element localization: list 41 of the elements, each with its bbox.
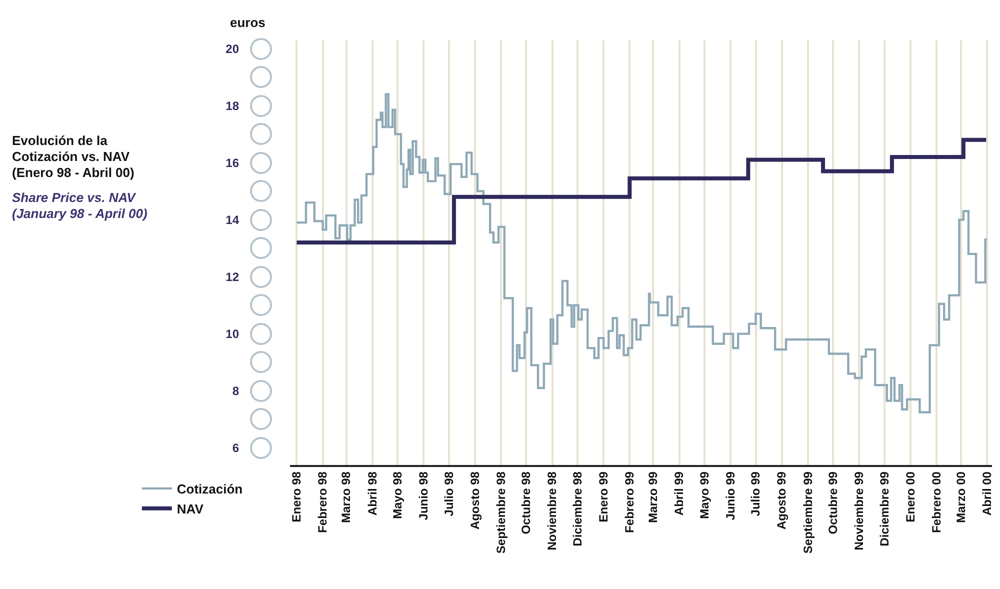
x-tick-label: Enero 00 xyxy=(903,471,918,522)
x-tick-label: Septiembre 98 xyxy=(494,471,508,554)
x-tick-label: Abril 98 xyxy=(365,471,380,516)
x-tick-label: Noviembre 99 xyxy=(852,471,866,550)
x-tick-label: Febrero 00 xyxy=(929,471,944,533)
x-tick-label: Septiembre 99 xyxy=(800,471,815,554)
x-tick-label: Julio 99 xyxy=(748,471,763,516)
x-tick-label: Marzo 98 xyxy=(339,471,354,523)
legend-label: NAV xyxy=(176,501,204,516)
x-tick-label: Diciembre 98 xyxy=(570,471,584,546)
x-tick-label: Enero 98 xyxy=(290,471,304,522)
x-tick-label: Diciembre 99 xyxy=(877,471,892,546)
text: Evolución de la Cotización vs. NAV (Enero 98 - Abril 00) xyxy=(12,133,136,181)
x-tick-label: Agosto 99 xyxy=(774,471,789,530)
y-tick-label: 14 xyxy=(226,212,240,227)
x-tick-label: Marzo 00 xyxy=(954,471,968,523)
x-tick-label: Agosto 98 xyxy=(468,471,482,530)
y-tick-label: 10 xyxy=(226,326,240,341)
x-tick-label: Abril 99 xyxy=(672,471,686,516)
y-tick-label: 8 xyxy=(232,384,240,398)
x-tick-label: Marzo 99 xyxy=(646,471,660,523)
x-tick-label: Febrero 99 xyxy=(622,471,637,533)
x-tick-label: Enero 99 xyxy=(596,471,610,522)
x-tick-label: Noviembre 98 xyxy=(545,471,560,550)
x-tick-label: Mayo 99 xyxy=(697,471,712,519)
x-tick-label: Julio 98 xyxy=(442,471,456,516)
y-tick-label: 6 xyxy=(232,441,240,456)
x-tick-label: Abril 00 xyxy=(980,471,994,516)
y-tick-label: 18 xyxy=(226,98,240,113)
x-tick-label: Junio 99 xyxy=(723,471,738,520)
y-tick-label: 12 xyxy=(226,270,240,284)
y-tick-label: 20 xyxy=(226,42,240,56)
x-tick-label: Junio 98 xyxy=(416,471,431,520)
x-tick-label: Mayo 98 xyxy=(390,471,405,519)
y-tick-label: 16 xyxy=(226,156,240,170)
legend-label: Cotización xyxy=(176,482,243,497)
x-tick-label: Febrero 98 xyxy=(316,471,330,533)
x-tick-label: Octubre 98 xyxy=(519,471,534,534)
y-axis-title: euros xyxy=(230,15,266,30)
text: Share Price vs. NAV (January 98 - April 00) xyxy=(12,190,148,222)
x-tick-label: Octubre 99 xyxy=(826,471,840,534)
